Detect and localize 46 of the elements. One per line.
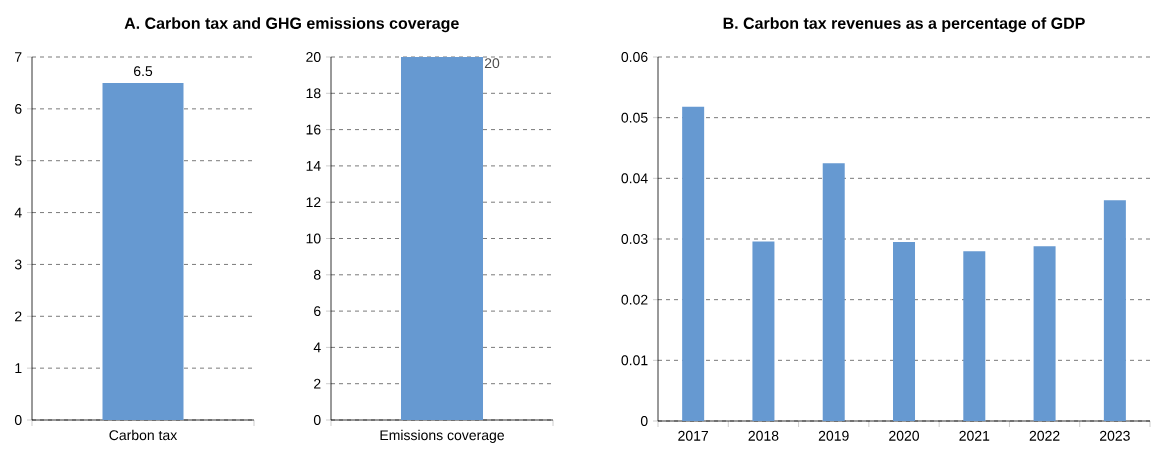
data-label: 20 xyxy=(484,58,500,69)
y-tick-label: 4 xyxy=(14,207,22,218)
x-tick-label: Emissions coverage xyxy=(380,429,504,443)
bar xyxy=(963,251,986,421)
x-tick-label: 2020 xyxy=(889,430,920,441)
x-tick-label: 2019 xyxy=(818,430,849,441)
bar xyxy=(893,242,916,421)
y-tick-label: 0.03 xyxy=(621,234,648,244)
y-tick-label: 3 xyxy=(14,259,22,270)
y-tick-label: 8 xyxy=(313,269,321,280)
y-tick-label: 6 xyxy=(15,103,22,114)
x-tick-label: 2023 xyxy=(1100,430,1130,441)
chart-title: B. Carbon tax revenues as a percentage of GDP xyxy=(723,17,1085,33)
data-label: 6.5 xyxy=(133,66,153,77)
y-tick-label: 10 xyxy=(306,233,321,244)
bar xyxy=(822,163,845,421)
y-tick-label: 0.05 xyxy=(621,112,648,123)
y-tick-label: 2 xyxy=(314,378,321,389)
x-tick-label: 2021 xyxy=(959,430,990,441)
y-tick-label: 14 xyxy=(306,161,321,171)
y-tick-label: 6 xyxy=(314,306,321,317)
y-tick-label: 1 xyxy=(15,363,22,373)
y-tick-label: 0 xyxy=(14,415,22,425)
y-tick-label: 5 xyxy=(14,155,22,166)
y-tick-label: 7 xyxy=(15,52,22,62)
x-tick-label: Carbon tax xyxy=(109,429,178,441)
bar xyxy=(682,106,705,421)
y-tick-label: 2 xyxy=(15,311,22,322)
bar xyxy=(1033,246,1056,421)
bar xyxy=(752,241,775,421)
bar xyxy=(1103,200,1126,421)
x-tick-label: 2017 xyxy=(678,430,709,441)
y-tick-label: 20 xyxy=(306,52,321,62)
y-tick-label: 12 xyxy=(306,197,321,208)
y-tick-label: 0.04 xyxy=(621,173,648,184)
y-tick-label: 18 xyxy=(306,88,321,99)
y-tick-label: 0.01 xyxy=(621,355,648,366)
y-tick-label: 0.02 xyxy=(621,294,648,305)
text: A. Carbon tax and GHG emissions coverage xyxy=(124,17,459,33)
x-tick-label: 2022 xyxy=(1029,430,1060,441)
y-tick-label: 4 xyxy=(313,342,321,353)
y-tick-label: 0 xyxy=(640,416,648,426)
x-tick-label: 2018 xyxy=(748,430,779,441)
y-tick-label: 0.06 xyxy=(621,52,648,62)
y-tick-label: 0 xyxy=(313,415,321,425)
y-tick-label: 16 xyxy=(306,124,321,135)
